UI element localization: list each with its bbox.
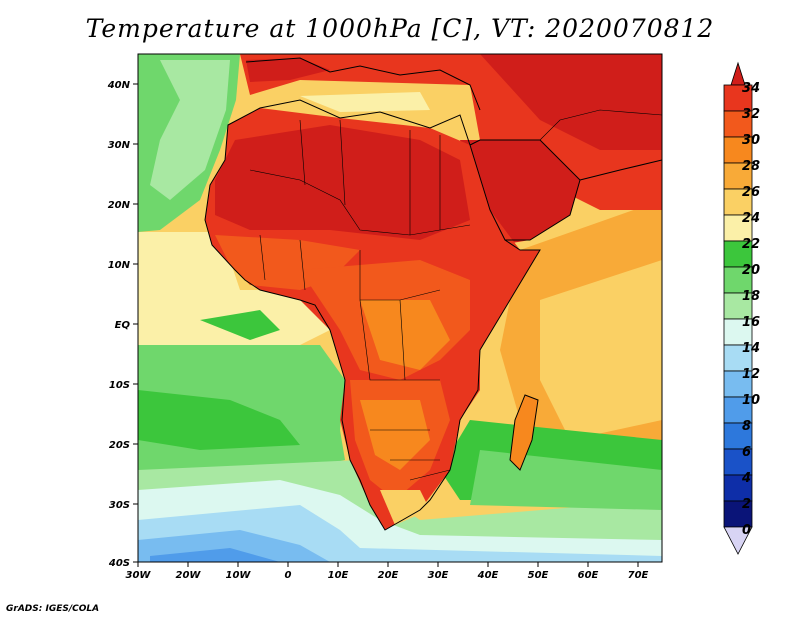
colorbar-label-12: 12 <box>742 367 760 382</box>
colorbar-bin-2-4 <box>723 474 753 502</box>
map-title: Temperature at 1000hPa [C], VT: 20200708… <box>85 14 715 43</box>
colorbar-label-16: 16 <box>742 315 760 330</box>
colorbar-bin-6-8 <box>723 422 753 450</box>
colorbar <box>723 61 753 555</box>
lat-label-40s: 40S <box>108 558 130 569</box>
lon-label-10w: 10W <box>226 570 252 581</box>
colorbar-bin-12-14 <box>723 344 753 372</box>
colorbar-bin-18-20 <box>723 266 753 294</box>
colorbar-label-20: 20 <box>742 263 760 278</box>
colorbar-bottom-arrow <box>723 526 753 555</box>
latitude-labels: 40N 30N 20N 10N EQ 10S 20S 30S 40S <box>107 80 131 569</box>
lat-label-eq: EQ <box>115 320 131 331</box>
colorbar-label-4: 4 <box>741 471 751 486</box>
temperature-field <box>138 54 662 562</box>
country-borders <box>249 109 662 481</box>
lon-label-10e: 10E <box>328 570 349 581</box>
longitude-labels: 30W 20W 10W 0 10E 20E 30E 40E 50E 60E 70… <box>126 570 649 581</box>
colorbar-bin-4-6 <box>723 448 753 476</box>
lat-label-40n: 40N <box>107 80 131 91</box>
lon-label-20e: 20E <box>378 570 399 581</box>
colorbar-bin-26-28 <box>723 162 753 190</box>
colorbar-label-8: 8 <box>742 419 751 434</box>
coastlines <box>204 57 662 531</box>
lon-label-50e: 50E <box>528 570 549 581</box>
lat-label-20s: 20S <box>109 440 130 451</box>
colorbar-bin-8-10 <box>723 396 753 424</box>
latitude-axis <box>133 83 138 563</box>
colorbar-bin-32-34 <box>723 84 753 112</box>
colorbar-label-10: 10 <box>742 393 760 408</box>
colorbar-bin-10-12 <box>723 370 753 398</box>
colorbar-label-18: 18 <box>742 289 760 304</box>
colorbar-label-28: 28 <box>742 159 760 174</box>
longitude-axis <box>137 562 639 567</box>
colorbar-label-34: 34 <box>742 81 760 96</box>
lon-label-30e: 30E <box>428 570 449 581</box>
colorbar-bin-30-32 <box>723 110 753 138</box>
colorbar-label-6: 6 <box>742 445 751 460</box>
lon-label-40e: 40E <box>477 570 499 581</box>
lat-label-10s: 10S <box>109 380 130 391</box>
colorbar-bin-16-18 <box>723 292 753 320</box>
lon-label-20w: 20W <box>176 570 202 581</box>
colorbar-label-14: 14 <box>742 341 760 356</box>
colorbar-bin-24-26 <box>723 188 753 216</box>
colorbar-bin-20-22 <box>723 240 753 268</box>
colorbar-label-2: 2 <box>742 497 751 512</box>
credit-label: GrADS: IGES/COLA <box>6 604 100 614</box>
colorbar-label-26: 26 <box>742 185 760 200</box>
lon-label-0: 0 <box>285 570 292 581</box>
lat-label-30n: 30N <box>108 140 131 151</box>
map-frame <box>137 53 663 563</box>
colorbar-label-24: 24 <box>742 211 760 226</box>
colorbar-label-32: 32 <box>742 107 760 122</box>
colorbar-label-22: 22 <box>742 237 760 252</box>
lon-label-30w: 30W <box>126 570 152 581</box>
lat-label-20n: 20N <box>108 200 131 211</box>
colorbar-labels: 34 32 30 28 26 24 22 20 18 16 14 12 10 8… <box>741 81 760 538</box>
colorbar-label-0: 0 <box>742 523 751 538</box>
colorbar-bin-22-24 <box>723 214 753 242</box>
lon-label-70e: 70E <box>628 570 649 581</box>
colorbar-bin-28-30 <box>723 136 753 164</box>
lat-label-10n: 10N <box>108 260 131 271</box>
colorbar-label-30: 30 <box>742 133 760 148</box>
lon-label-60e: 60E <box>578 570 599 581</box>
lat-label-30s: 30S <box>109 500 130 511</box>
